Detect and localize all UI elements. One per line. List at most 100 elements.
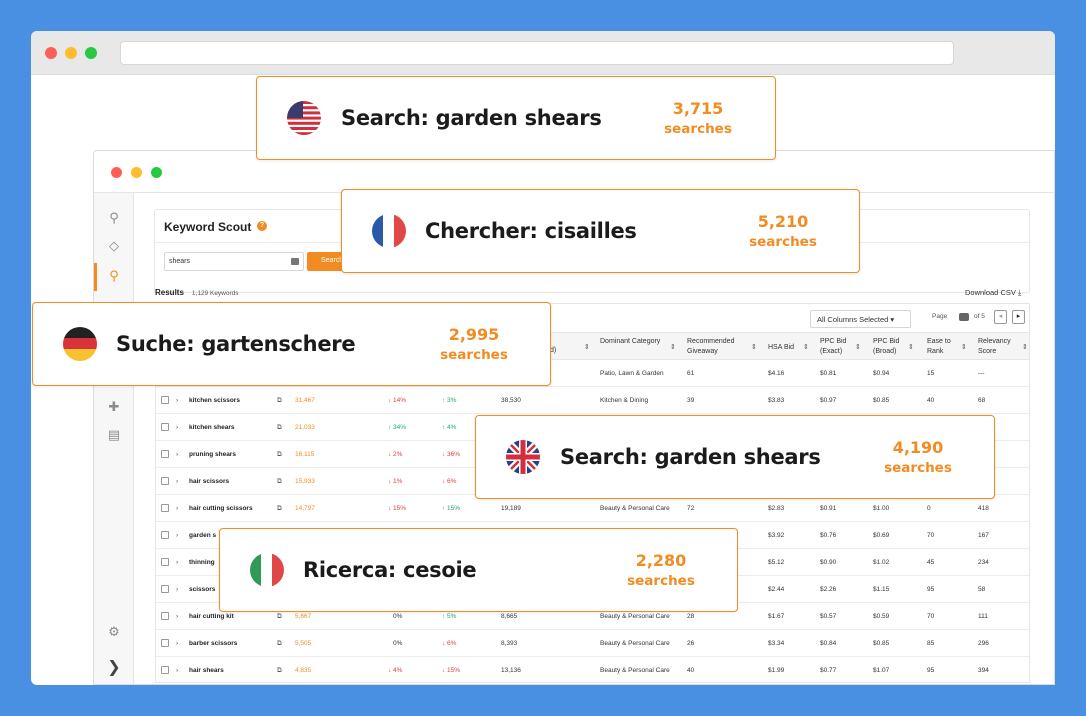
external-link-icon[interactable]: ⧉ [277, 505, 282, 512]
col-header-relevancy[interactable]: Relevancy Score [978, 338, 1011, 355]
external-link-icon[interactable]: ⧉ [277, 640, 282, 647]
sort-icon[interactable]: ⇕ [803, 344, 809, 351]
keyword-cell: barber scissors [189, 640, 238, 647]
table-row[interactable]: › ⧉ hair shears 4,835 ↓ 4% ↓ 15% 13,136 Beauty & … [156, 657, 1029, 682]
sort-icon[interactable]: ⇕ [751, 344, 757, 351]
giveaway-cell: 39 [687, 397, 695, 404]
table-row[interactable]: › ⧉ hair cutting scissors 14,797 ↓ 15% ↑ 15% 19,… [156, 495, 1029, 522]
trend-down-icon: ↓ [442, 667, 446, 674]
page-number-input[interactable] [959, 313, 969, 321]
columns-select[interactable]: All Columns Selected ▾ [810, 310, 911, 328]
sidebar: ⚲ ◇ ⚲ ✚ ▤ ⚙ ❯ [94, 193, 134, 684]
table-row[interactable]: › ⧉ kitchen scissors 31,467 ↓ 14% ↑ 3% 38,530 Kit… [156, 387, 1029, 414]
address-bar[interactable] [120, 41, 954, 65]
row-checkbox[interactable] [161, 396, 169, 404]
hsa-bid-cell: $4.16 [768, 370, 785, 377]
row-checkbox[interactable] [161, 531, 169, 539]
expand-chevron-icon[interactable]: › [176, 397, 179, 404]
next-page-button[interactable]: ▸ [1012, 310, 1025, 324]
plus-icon[interactable]: ✚ [108, 399, 120, 414]
category-cell: Beauty & Personal Care [600, 667, 670, 674]
ppc-broad-cell: $1.02 [873, 559, 890, 566]
external-link-icon[interactable]: ⧉ [277, 613, 282, 620]
sort-icon[interactable]: ⇕ [1022, 344, 1028, 351]
sort-icon[interactable]: ⇕ [855, 344, 861, 351]
col-header-ppc-broad[interactable]: PPC Bid (Broad) [873, 338, 900, 355]
external-link-icon[interactable]: ⧉ [277, 424, 282, 431]
ppc-broad-cell: $0.85 [873, 640, 890, 647]
keyword-search-input[interactable]: shears [164, 252, 304, 271]
trend-down-icon: ↓ [442, 451, 446, 458]
help-icon[interactable]: ? [257, 221, 267, 231]
external-link-icon[interactable]: ⧉ [277, 397, 282, 404]
col-header-ease[interactable]: Ease to Rank [927, 338, 951, 355]
uk-flag-icon [506, 440, 540, 474]
minimize-window-dot[interactable] [65, 47, 77, 59]
external-link-icon[interactable]: ⧉ [277, 451, 282, 458]
search-button[interactable]: Search [307, 252, 347, 271]
ease-cell: 95 [927, 586, 935, 593]
row-checkbox[interactable] [161, 450, 169, 458]
search-input-value: shears [169, 258, 191, 265]
chevron-right-icon[interactable]: ❯ [107, 659, 121, 676]
row-checkbox[interactable] [161, 504, 169, 512]
store-icon[interactable]: ▤ [107, 427, 121, 442]
external-link-icon[interactable]: ⧉ [277, 478, 282, 485]
row-checkbox[interactable] [161, 639, 169, 647]
keyword-cell: thinning [189, 559, 215, 566]
tag-icon[interactable]: ◇ [109, 238, 119, 253]
expand-chevron-icon[interactable]: › [176, 424, 179, 431]
col-header-partial: d) [550, 347, 557, 354]
col-header-category[interactable]: Dominant Category [600, 338, 661, 345]
row-checkbox[interactable] [161, 612, 169, 620]
download-csv-button[interactable]: Download CSV ⤓ [965, 288, 1021, 298]
keyboard-icon[interactable] [291, 258, 299, 265]
close-window-dot[interactable] [45, 47, 57, 59]
row-checkbox[interactable] [161, 423, 169, 431]
col-header-ppc-exact[interactable]: PPC Bid (Exact) [820, 338, 847, 355]
category-cell: Beauty & Personal Care [600, 613, 670, 620]
prev-page-button[interactable]: ◂ [994, 310, 1007, 324]
maximize-window-dot[interactable] [85, 47, 97, 59]
expand-chevron-icon[interactable]: › [176, 667, 179, 674]
row-checkbox[interactable] [161, 666, 169, 674]
keyword-cell: hair scissors [189, 478, 230, 485]
table-row[interactable]: Patio, Lawn & Garden 61 $4.16 $0.81 $0.94 15 -… [156, 360, 1029, 387]
search-card-us: Search: garden shears 3,715 searches [256, 76, 776, 160]
sort-icon[interactable]: ⇕ [670, 344, 676, 351]
exact-volume-cell: 19,189 [501, 505, 521, 512]
app-minimize-dot[interactable] [131, 167, 142, 178]
row-checkbox[interactable] [161, 477, 169, 485]
hsa-bid-cell: $5.12 [768, 559, 785, 566]
expand-chevron-icon[interactable]: › [176, 451, 179, 458]
table-row[interactable]: › ⧉ hair cutting kit 5,667 0% ↑ 5% 8,665 Beauty … [156, 603, 1029, 630]
sort-icon[interactable]: ⇕ [908, 344, 914, 351]
settings-gear-icon[interactable]: ⚙ [108, 624, 120, 639]
expand-chevron-icon[interactable]: › [176, 505, 179, 512]
col-header-hsa-bid[interactable]: HSA Bid [768, 344, 795, 351]
card-title: Suche: gartenschere [116, 332, 356, 356]
ppc-exact-cell: $0.84 [820, 640, 837, 647]
search-volume-cell: 21,033 [295, 424, 315, 431]
sort-icon[interactable]: ⇕ [961, 344, 967, 351]
it-flag-icon [250, 553, 284, 587]
app-close-dot[interactable] [111, 167, 122, 178]
expand-chevron-icon[interactable]: › [176, 478, 179, 485]
search-volume-cell: 16,115 [295, 451, 315, 458]
expand-chevron-icon[interactable]: › [176, 559, 179, 566]
key-icon[interactable]: ⚲ [109, 268, 119, 283]
sort-icon[interactable]: ⇕ [584, 344, 590, 351]
expand-chevron-icon[interactable]: › [176, 613, 179, 620]
col-header-giveaway[interactable]: Recommended Giveaway [687, 338, 735, 355]
expand-chevron-icon[interactable]: › [176, 586, 179, 593]
search-icon[interactable]: ⚲ [109, 210, 119, 225]
relevancy-cell: --- [978, 370, 985, 377]
row-checkbox[interactable] [161, 585, 169, 593]
table-row[interactable]: › ⧉ barber scissors 5,505 0% ↓ 6% 8,393 Beauty &… [156, 630, 1029, 657]
expand-chevron-icon[interactable]: › [176, 640, 179, 647]
row-checkbox[interactable] [161, 558, 169, 566]
ppc-broad-cell: $0.94 [873, 370, 890, 377]
app-maximize-dot[interactable] [151, 167, 162, 178]
expand-chevron-icon[interactable]: › [176, 532, 179, 539]
external-link-icon[interactable]: ⧉ [277, 667, 282, 674]
